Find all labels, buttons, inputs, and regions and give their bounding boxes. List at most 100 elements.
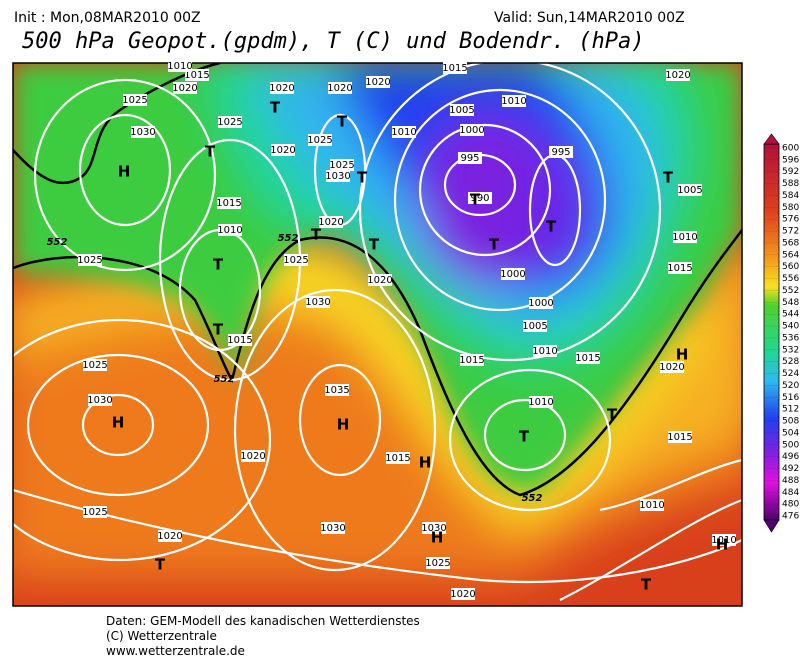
isobar-label-bg xyxy=(228,334,252,346)
isobar-label-bg xyxy=(306,296,330,308)
isobars xyxy=(13,63,742,601)
colorbar-label: 588 xyxy=(782,179,799,189)
isobar-label: 1015 xyxy=(459,355,484,366)
colorbar-label: 488 xyxy=(782,476,799,486)
footer-line: www.wetterzentrale.de xyxy=(106,644,245,658)
colorbar-label: 600 xyxy=(782,144,799,154)
isobar-label-bg xyxy=(666,69,690,81)
colorbar-label: 524 xyxy=(782,369,799,379)
colorbar-label: 592 xyxy=(782,167,799,177)
isobar-label: 1025 xyxy=(82,507,107,518)
isobar-label-bg xyxy=(502,95,526,107)
isobar-label-bg xyxy=(326,170,350,182)
isobar-label: 1010 xyxy=(167,61,192,72)
isobar-label: 1015 xyxy=(667,263,692,274)
isobar-label-bg xyxy=(173,82,197,94)
isobar-label-bg xyxy=(83,506,107,518)
isobar-label: 1020 xyxy=(240,451,265,462)
isobar-label-bg xyxy=(549,146,573,158)
isobar-label: 1020 xyxy=(450,589,475,600)
colorbar-label: 568 xyxy=(782,238,799,248)
isobar-label-bg xyxy=(319,216,343,228)
isobar-label-bg xyxy=(458,152,482,164)
isobar-label-bg xyxy=(321,522,345,534)
colorbar-label: 540 xyxy=(782,322,799,332)
isobar-label: 1000 xyxy=(500,269,525,280)
isobar-label: 1025 xyxy=(307,135,332,146)
isobar-label-bg xyxy=(660,361,684,373)
colorbar-label: 492 xyxy=(782,464,799,474)
low-marker: T xyxy=(337,113,348,131)
isobar-label-bg xyxy=(443,62,467,74)
isobar-label-bg xyxy=(450,104,474,116)
high-marker: H xyxy=(431,529,444,547)
colorbar-label: 476 xyxy=(782,512,799,522)
isobar-label: 1010 xyxy=(528,397,553,408)
isobar-label: 1010 xyxy=(711,535,736,546)
colorbar-label: 564 xyxy=(782,250,799,260)
isobar-label-bg xyxy=(168,60,192,72)
isobar-label: 1015 xyxy=(184,70,209,81)
high-marker: H xyxy=(112,414,125,432)
isobar-label-bg xyxy=(451,588,475,600)
isobar-label: 1020 xyxy=(365,77,390,88)
isobar-label: 1030 xyxy=(305,297,330,308)
isobar-label: 1020 xyxy=(665,70,690,81)
isobar-label: 1020 xyxy=(318,217,343,228)
low-marker: T xyxy=(641,576,652,594)
high-marker: H xyxy=(118,163,131,181)
colorbar-label: 496 xyxy=(782,452,799,462)
isobar-label-bg xyxy=(366,76,390,88)
isobar-label: 1015 xyxy=(575,353,600,364)
colorbar-label: 544 xyxy=(782,310,799,320)
isobar-label-bg xyxy=(460,354,484,366)
isobar-label-bg xyxy=(576,352,600,364)
colorbar-label: 508 xyxy=(782,417,799,427)
map-title: 500 hPa Geopot.(gpdm), T (C) und Bodendr… xyxy=(22,29,645,54)
low-marker: T xyxy=(357,169,368,187)
isobar-label-bg xyxy=(501,268,525,280)
isobar-label: 995 xyxy=(551,147,570,158)
low-marker: T xyxy=(546,218,557,236)
isobar-label-bg xyxy=(468,192,492,204)
low-marker: T xyxy=(369,236,380,254)
isobar-label-bg xyxy=(678,184,702,196)
isobar-label: 1015 xyxy=(227,335,252,346)
colorbar-label: 512 xyxy=(782,405,799,415)
isobar-label: 1030 xyxy=(325,171,350,182)
isobar-label-bg xyxy=(328,82,352,94)
isobar-label: 1020 xyxy=(659,362,684,373)
high-marker: H xyxy=(419,454,432,472)
isobar-label-bg xyxy=(460,124,484,136)
isobar-label: 1020 xyxy=(269,83,294,94)
contour-552 xyxy=(13,229,742,497)
isobar-label: 1020 xyxy=(327,83,352,94)
colorbar-label: 500 xyxy=(782,440,799,450)
isobar-label: 1000 xyxy=(459,125,484,136)
isobar-label-bg xyxy=(270,82,294,94)
isobar-label-bg xyxy=(241,450,265,462)
isobar-label-bg xyxy=(330,159,354,171)
isobar-label-bg xyxy=(88,394,112,406)
colorbar-label: 576 xyxy=(782,215,799,225)
isobar-label-bg xyxy=(78,254,102,266)
colorbar-label: 484 xyxy=(782,488,799,498)
isobar-label: 1020 xyxy=(172,83,197,94)
init-time: Init : Mon,08MAR2010 00Z xyxy=(14,10,201,26)
isobar-label-bg xyxy=(123,94,147,106)
isobar-label: 1015 xyxy=(385,453,410,464)
valid-time: Valid: Sun,14MAR2010 00Z xyxy=(494,10,685,26)
isobar-label-bg xyxy=(529,396,553,408)
colorbar-label: 516 xyxy=(782,393,799,403)
contour-label: 552 xyxy=(278,233,299,244)
isobar-label: 990 xyxy=(470,193,489,204)
colorbar xyxy=(763,143,780,521)
colorbar-label: 548 xyxy=(782,298,799,308)
isobar-label: 1010 xyxy=(501,96,526,107)
isobar-label-bg xyxy=(422,522,446,534)
isobar-label-bg xyxy=(308,134,332,146)
colorbar-label: 528 xyxy=(782,357,799,367)
contour-label: 552 xyxy=(522,493,543,504)
